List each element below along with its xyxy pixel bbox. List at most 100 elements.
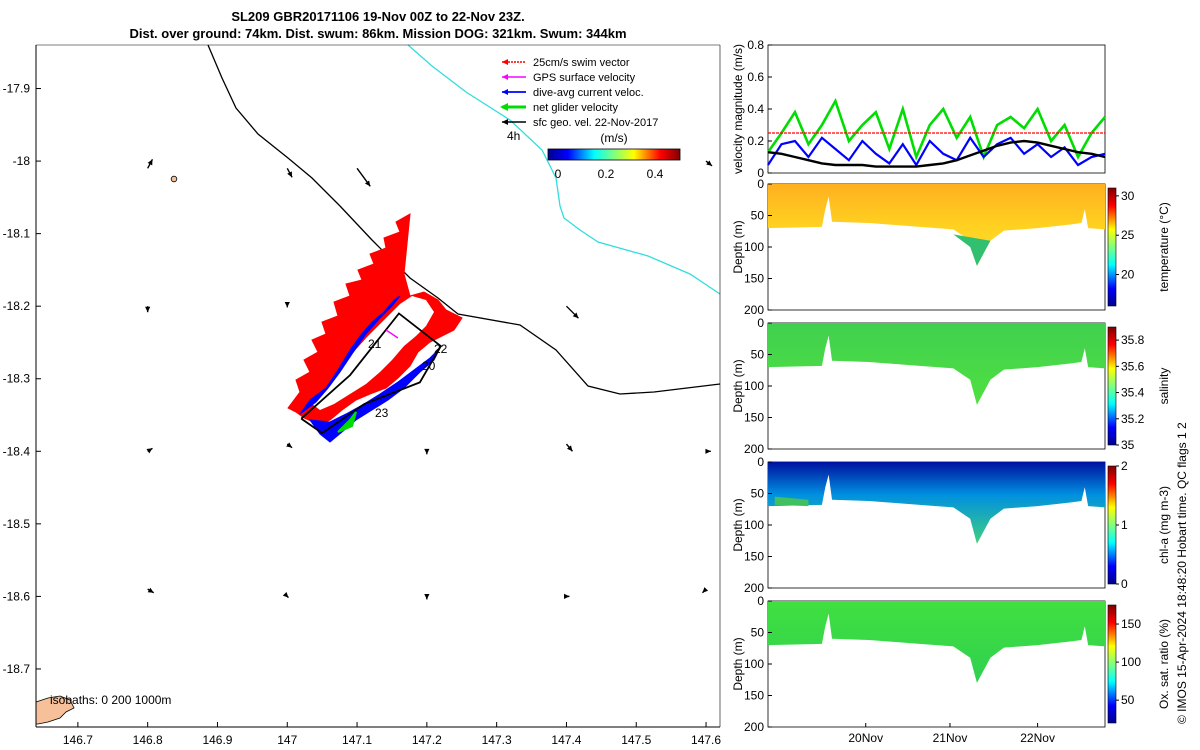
colorbar-tick-label: 30 (1121, 189, 1135, 203)
map-y-tick-label: -18 (13, 154, 31, 168)
velocity-y-tick-label: 0.4 (747, 102, 764, 116)
map-x-tick-label: 146.8 (133, 733, 163, 747)
section-y-tick-label: 200 (744, 720, 764, 734)
legend-arrowhead-current (502, 89, 508, 95)
section-y-tick-label: 100 (744, 379, 764, 393)
legend-4h-label: 4h (507, 129, 520, 143)
sfc-geo-vector-head (572, 312, 579, 319)
colorbar-tick-label: 1 (1121, 518, 1128, 532)
section-highlight (774, 496, 809, 507)
section-x-tick-label: 21Nov (933, 731, 968, 745)
map-y-tick-label: -18.4 (3, 444, 31, 458)
section-colorbar (1107, 187, 1117, 307)
map-x-tick-label: 147.1 (342, 733, 372, 747)
legend-label-gps: GPS surface velocity (533, 72, 636, 84)
section-y-tick-label: 50 (751, 348, 765, 362)
isobath-label: isobaths: 0 200 1000m (50, 693, 171, 707)
legend-arrowhead-net (500, 103, 508, 111)
section-x-tick-label: 22Nov (1020, 731, 1055, 745)
legend-label-current: dive-avg current veloc. (533, 87, 644, 99)
section-panel-temperature: 0 50 100 150 200 Depth (m) 20 25 30 temperature (… (731, 177, 1171, 317)
map-x-tick-label: 147.3 (482, 733, 512, 747)
section-panel-chl-a: 0 50 100 150 200 Depth (m) 0 1 2 chl-a (mg m-3) (731, 455, 1171, 595)
sfc-geo-vector-head (145, 306, 151, 313)
section-data-fill (768, 601, 1105, 683)
colorbar-tick-0: 0 (555, 167, 562, 181)
legend-label-sfc: sfc geo. vel. 22-Nov-2017 (533, 117, 658, 129)
colorbar-tick-label: 50 (1121, 693, 1135, 707)
sfc-geo-vector-head (147, 159, 153, 166)
section-y-tick-label: 200 (744, 303, 764, 317)
sfc-geo-vector-head (564, 593, 570, 600)
map-y-tick-label: -18.2 (3, 299, 31, 313)
velocity-ylabel: velocity magnitude (m/s) (731, 44, 745, 174)
net-glider-velocity-mark (337, 411, 357, 433)
map-legend: 25cm/s swim vector GPS surface velocity … (500, 57, 681, 181)
sfc-geo-vector-head (146, 448, 153, 454)
map-y-tick-label: -18.5 (3, 517, 31, 531)
map-x-tick-label: 147.5 (621, 733, 651, 747)
figure-title-line1: SL209 GBR20171106 19-Nov 00Z to 22-Nov 2… (231, 9, 524, 24)
map-x-tick-label: 147.4 (551, 733, 581, 747)
section-y-tick-label: 50 (751, 626, 765, 640)
colorbar-tick-label: 35.4 (1121, 386, 1145, 400)
map-y-tick-label: -18.3 (3, 372, 31, 386)
sfc-geo-vectors (145, 159, 713, 600)
map-x-tick-label: 147 (277, 733, 297, 747)
velocity-series-current (767, 135, 1106, 168)
map-y-tick-label: -17.9 (3, 82, 31, 96)
section-panel-salinity: 0 50 100 150 200 Depth (m) 35 35.2 35.4 35.6 35.8 s… (731, 316, 1171, 456)
section-x-tick-label: 20Nov (848, 731, 883, 745)
section-y-tick-label: 150 (744, 689, 764, 703)
glider-track-line (300, 312, 442, 435)
map-x-ticks: 146.7 146.8 146.9 147 147.1 147.2 147.3 147.4 14… (63, 722, 721, 747)
colorbar-tick-label: 35.6 (1121, 359, 1145, 373)
section-colorbar (1107, 326, 1117, 446)
map-x-tick-label: 146.9 (202, 733, 232, 747)
sfc-geo-vector-head (286, 442, 293, 448)
colorbar-label: temperature (°C) (1157, 202, 1171, 292)
section-highlight (953, 234, 991, 266)
map-y-tick-label: -18.6 (3, 589, 31, 603)
velocity-series-net-glider (766, 97, 1106, 161)
map-x-tick-label: 147.6 (691, 733, 721, 747)
section-colorbar (1107, 465, 1117, 585)
isobath-0m-line (207, 44, 721, 395)
section-ylabel: Depth (m) (731, 220, 745, 273)
velocity-y-tick-label: 0 (757, 166, 764, 180)
section-y-tick-label: 0 (757, 594, 764, 608)
sfc-geo-vector-head (287, 171, 293, 178)
island-marker (170, 175, 178, 183)
legend-arrowhead-gps (502, 74, 508, 80)
colorbar-tick-label: 2 (1121, 459, 1128, 473)
map-x-tick-label: 147.2 (412, 733, 442, 747)
section-y-tick-label: 100 (744, 657, 764, 671)
colorbar-tick-label: 35.2 (1121, 412, 1145, 426)
velocity-y-tick-label: 0.8 (747, 38, 764, 52)
section-y-tick-label: 100 (744, 518, 764, 532)
section-colorbar (1107, 604, 1117, 724)
section-panel-oxygen: 0 50 100 150 200 Depth (m) 50 100 150 Ox. sat. ra… (731, 594, 1171, 745)
sfc-geo-vector-head (147, 587, 154, 593)
sfc-geo-vector-head (702, 587, 709, 593)
isobath-200m-line (407, 44, 721, 295)
section-data-fill (768, 184, 1105, 266)
section-y-tick-label: 150 (744, 272, 764, 286)
legend-arrowhead-swim (502, 59, 508, 65)
section-y-tick-label: 50 (751, 209, 765, 223)
map-y-tick-label: -18.7 (3, 662, 31, 676)
map-y-ticks: -17.9 -18 -18.1 -18.2 -18.3 -18.4 -18.5 -18.6 -1… (3, 82, 41, 676)
day-label-23: 23 (375, 406, 389, 420)
legend-label-swim: 25cm/s swim vector (533, 57, 630, 69)
sfc-geo-vector-head (364, 180, 371, 187)
velocity-plot-area (767, 44, 1106, 174)
copyright-note: © IMOS 15-Apr-2024 18:48:20 Hobart time.… (1175, 422, 1189, 724)
section-y-tick-label: 0 (757, 455, 764, 469)
sfc-geo-vector-head (282, 591, 289, 598)
section-y-tick-label: 200 (744, 442, 764, 456)
sfc-geo-vector-head (424, 448, 430, 455)
velocity-y-ticks: 0 0.2 0.4 0.6 0.8 (747, 38, 772, 180)
day-label-20: 20 (422, 359, 436, 373)
sfc-geo-vector-head (566, 445, 573, 452)
